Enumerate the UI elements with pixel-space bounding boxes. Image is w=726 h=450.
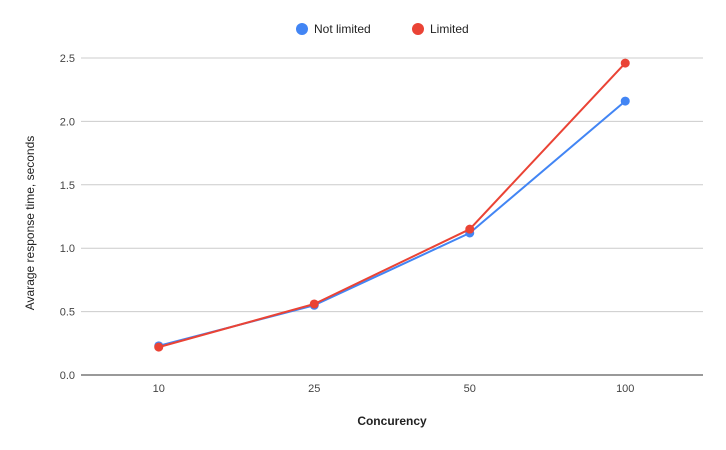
y-axis-ticks: 0.0 0.5 1.0 1.5 2.0 2.5 [60, 53, 75, 382]
y-axis-title: Avarage response time, seconds [23, 136, 37, 311]
legend-item: Limited [412, 22, 469, 36]
data-point [309, 299, 319, 309]
legend: Not limited Limited [296, 22, 469, 36]
grid-lines [81, 57, 703, 313]
legend-label: Limited [430, 22, 469, 36]
x-tick-label: 100 [616, 383, 634, 395]
y-tick-label: 0.5 [60, 307, 75, 319]
data-point [154, 342, 164, 352]
y-tick-label: 1.0 [60, 243, 75, 255]
y-tick-label: 1.5 [60, 180, 75, 192]
series-group [154, 58, 630, 352]
x-tick-label: 50 [464, 383, 476, 395]
y-tick-label: 0.0 [60, 370, 75, 382]
legend-item: Not limited [296, 22, 371, 36]
data-point [620, 96, 630, 106]
x-tick-label: 10 [153, 383, 165, 395]
legend-marker [296, 23, 308, 35]
data-point [465, 224, 475, 234]
series-line [157, 62, 627, 349]
y-tick-label: 2.0 [60, 116, 75, 128]
x-axis-title: Concurency [357, 414, 427, 428]
data-point [620, 58, 630, 68]
y-tick-label: 2.5 [60, 53, 75, 65]
series-2 [154, 58, 630, 352]
x-axis-ticks: 10 25 50 100 [153, 383, 635, 395]
legend-marker [412, 23, 424, 35]
x-tick-label: 25 [308, 383, 320, 395]
legend-label: Not limited [314, 22, 371, 36]
